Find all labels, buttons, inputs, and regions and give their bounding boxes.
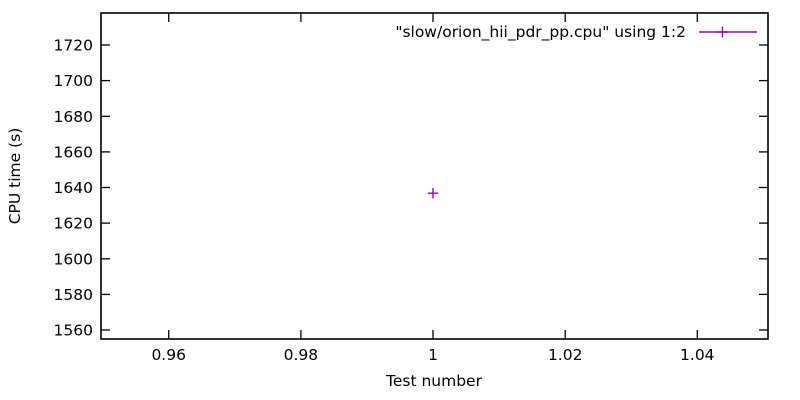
legend: "slow/orion_hii_pdr_pp.cpu" using 1:2 xyxy=(395,23,757,42)
y-tick-label: 1560 xyxy=(54,322,93,340)
y-tick-label: 1700 xyxy=(54,72,93,90)
y-axis-tick-labels: 1560 1580 1600 1620 1640 1660 1680 1700 … xyxy=(54,37,93,340)
x-axis-tick-labels: 0.96 0.98 1 1.02 1.04 xyxy=(151,346,714,364)
y-axis-ticks xyxy=(101,44,768,331)
data-point-plus-marker xyxy=(427,188,439,199)
x-tick-label: 0.98 xyxy=(284,346,319,364)
y-tick-label: 1600 xyxy=(54,250,93,268)
x-tick-label: 0.96 xyxy=(151,346,186,364)
x-axis-ticks xyxy=(168,13,698,339)
data-series-slow-orion-hii-pdr-pp xyxy=(427,188,439,199)
plot-border xyxy=(100,12,769,340)
y-tick-label: 1680 xyxy=(54,108,93,126)
y-axis-title: CPU time (s) xyxy=(6,128,24,225)
x-tick-label: 1.02 xyxy=(548,346,583,364)
y-tick-label: 1580 xyxy=(54,286,93,304)
legend-entry-label: "slow/orion_hii_pdr_pp.cpu" using 1:2 xyxy=(395,23,686,42)
x-tick-label: 1.04 xyxy=(680,346,715,364)
y-tick-label: 1720 xyxy=(54,37,93,55)
x-tick-label: 1 xyxy=(428,346,438,364)
x-axis-title: Test number xyxy=(385,372,483,390)
y-tick-label: 1660 xyxy=(54,143,93,161)
y-tick-label: 1640 xyxy=(54,179,93,197)
legend-key-swatch xyxy=(699,26,757,38)
y-tick-label: 1620 xyxy=(54,215,93,233)
